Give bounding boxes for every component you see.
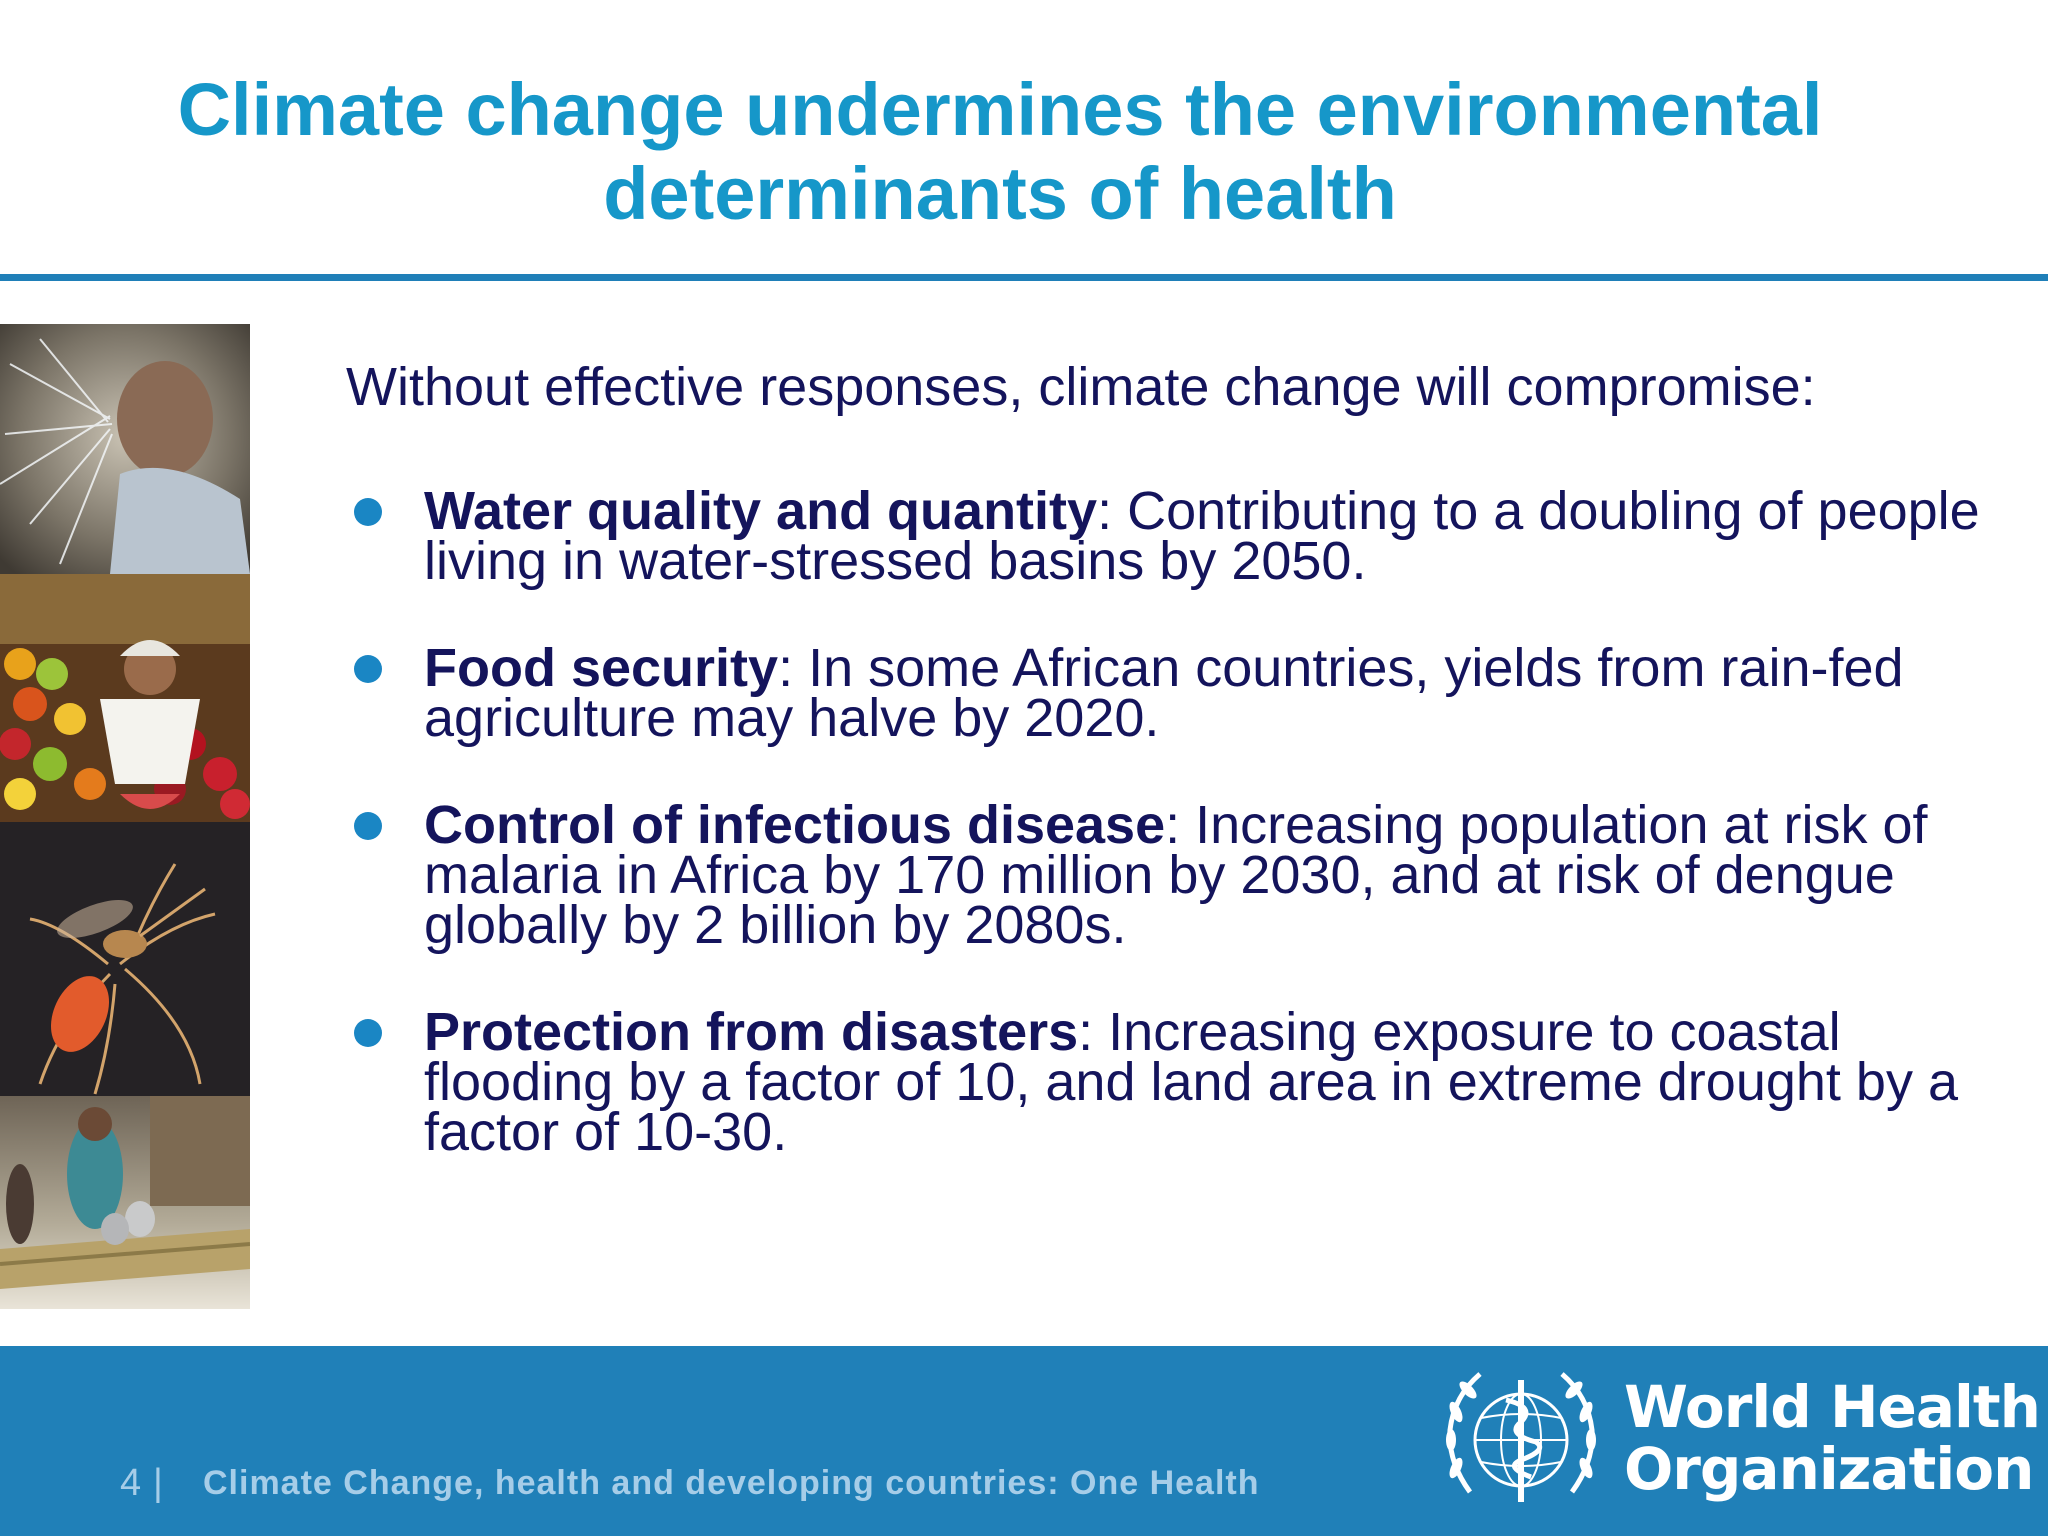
- title-divider: [0, 274, 2048, 281]
- bullet-dot: [354, 498, 382, 526]
- bullet-text: : Increasing exposure to coastal floodin…: [424, 1002, 1958, 1162]
- page-separator: |: [153, 1462, 163, 1504]
- bullet-text: : In some African countries, yields from…: [424, 638, 1904, 748]
- bullet-list: Water quality and quantity: Contributing…: [346, 484, 1986, 1159]
- flood-raft-photo: [0, 1096, 250, 1309]
- bullet-dot: [354, 655, 382, 683]
- bullet-item-water: Water quality and quantity: Contributing…: [346, 484, 1986, 588]
- bullet-item-disease: Control of infectious disease: Increasin…: [346, 798, 1986, 952]
- photo-strip: [0, 324, 250, 1309]
- bullet-heading: Protection from disasters: [424, 1002, 1079, 1062]
- bullet-heading: Control of infectious disease: [424, 795, 1166, 855]
- slide-body: Without effective responses, climate cha…: [346, 357, 1986, 1214]
- who-name-line2: Organization: [1624, 1435, 2034, 1503]
- fruit-market-photo: [0, 574, 250, 822]
- bullet-text: : Increasing population at risk of malar…: [424, 795, 1928, 955]
- bullet-item-disasters: Protection from disasters: Increasing ex…: [346, 1005, 1986, 1159]
- intro-text: Without effective responses, climate cha…: [346, 357, 1816, 417]
- bullet-item-food: Food security: In some African countries…: [346, 641, 1986, 745]
- bullet-text: : Contributing to a doubling of people l…: [424, 481, 1980, 591]
- slide-title: Climate change undermines the environmen…: [177, 68, 1823, 235]
- bullet-dot: [354, 812, 382, 840]
- bullet-heading: Water quality and quantity: [424, 481, 1098, 541]
- footer-caption: Climate Change, health and developing co…: [203, 1464, 1260, 1502]
- child-drinking-water-photo: [0, 324, 250, 574]
- who-logo-text: World Health Organization: [1624, 1373, 2041, 1503]
- mosquito-photo: [0, 822, 250, 1096]
- bullet-heading: Food security: [424, 638, 779, 698]
- page-number: 4: [120, 1462, 142, 1504]
- who-name-line1: World Health: [1624, 1373, 2041, 1441]
- who-emblem-icon: [1446, 1372, 1596, 1502]
- bullet-dot: [354, 1019, 382, 1047]
- footer-bar: 4 | Climate Change, health and developin…: [0, 1346, 2048, 1536]
